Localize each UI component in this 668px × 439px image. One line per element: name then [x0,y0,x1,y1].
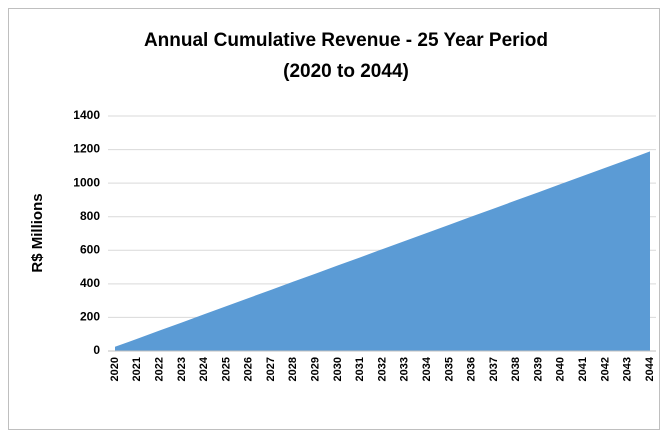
chart-subtitle: (2020 to 2044) [283,61,409,82]
x-tick-label: 2029 [310,357,322,381]
x-tick-label: 2023 [176,357,188,381]
x-tick-label: 2038 [510,357,522,381]
y-tick-label: 400 [80,276,100,290]
y-axis-label: R$ Millions [29,193,46,272]
x-tick-label: 2027 [265,357,277,381]
x-tick-label: 2021 [131,357,143,381]
x-tick-label: 2039 [532,357,544,381]
area [115,151,650,351]
x-tick-label: 2041 [577,357,589,381]
y-tick-label: 1400 [73,108,100,122]
x-tick-label: 2034 [421,356,433,381]
x-tick-label: 2037 [488,357,500,381]
x-tick-label: 2024 [198,356,210,381]
x-tick-label: 2044 [644,356,656,381]
x-tick-label: 2042 [599,357,611,381]
x-tick-label: 2035 [443,357,455,381]
x-tick-label: 2025 [220,357,232,381]
chart-title: Annual Cumulative Revenue - 25 Year Peri… [144,30,548,51]
x-tick-label: 2036 [466,357,478,381]
x-tick-label: 2033 [399,357,411,381]
x-tick-label: 2026 [243,357,255,381]
y-tick-label: 0 [93,343,100,357]
x-tick-label: 2030 [332,357,344,381]
y-tick-label: 800 [80,209,100,223]
y-tick-label: 1200 [73,142,100,156]
x-tick-label: 2043 [622,357,634,381]
x-tick-label: 2031 [354,357,366,381]
x-tick-label: 2022 [153,357,165,381]
y-tick-label: 200 [80,310,100,324]
y-tick-label: 1000 [73,175,100,189]
x-tick-label: 2028 [287,357,299,381]
x-tick-label: 2040 [555,357,567,381]
x-tick-label: 2020 [109,357,121,381]
y-tick-label: 600 [80,242,100,256]
x-tick-label: 2032 [376,357,388,381]
